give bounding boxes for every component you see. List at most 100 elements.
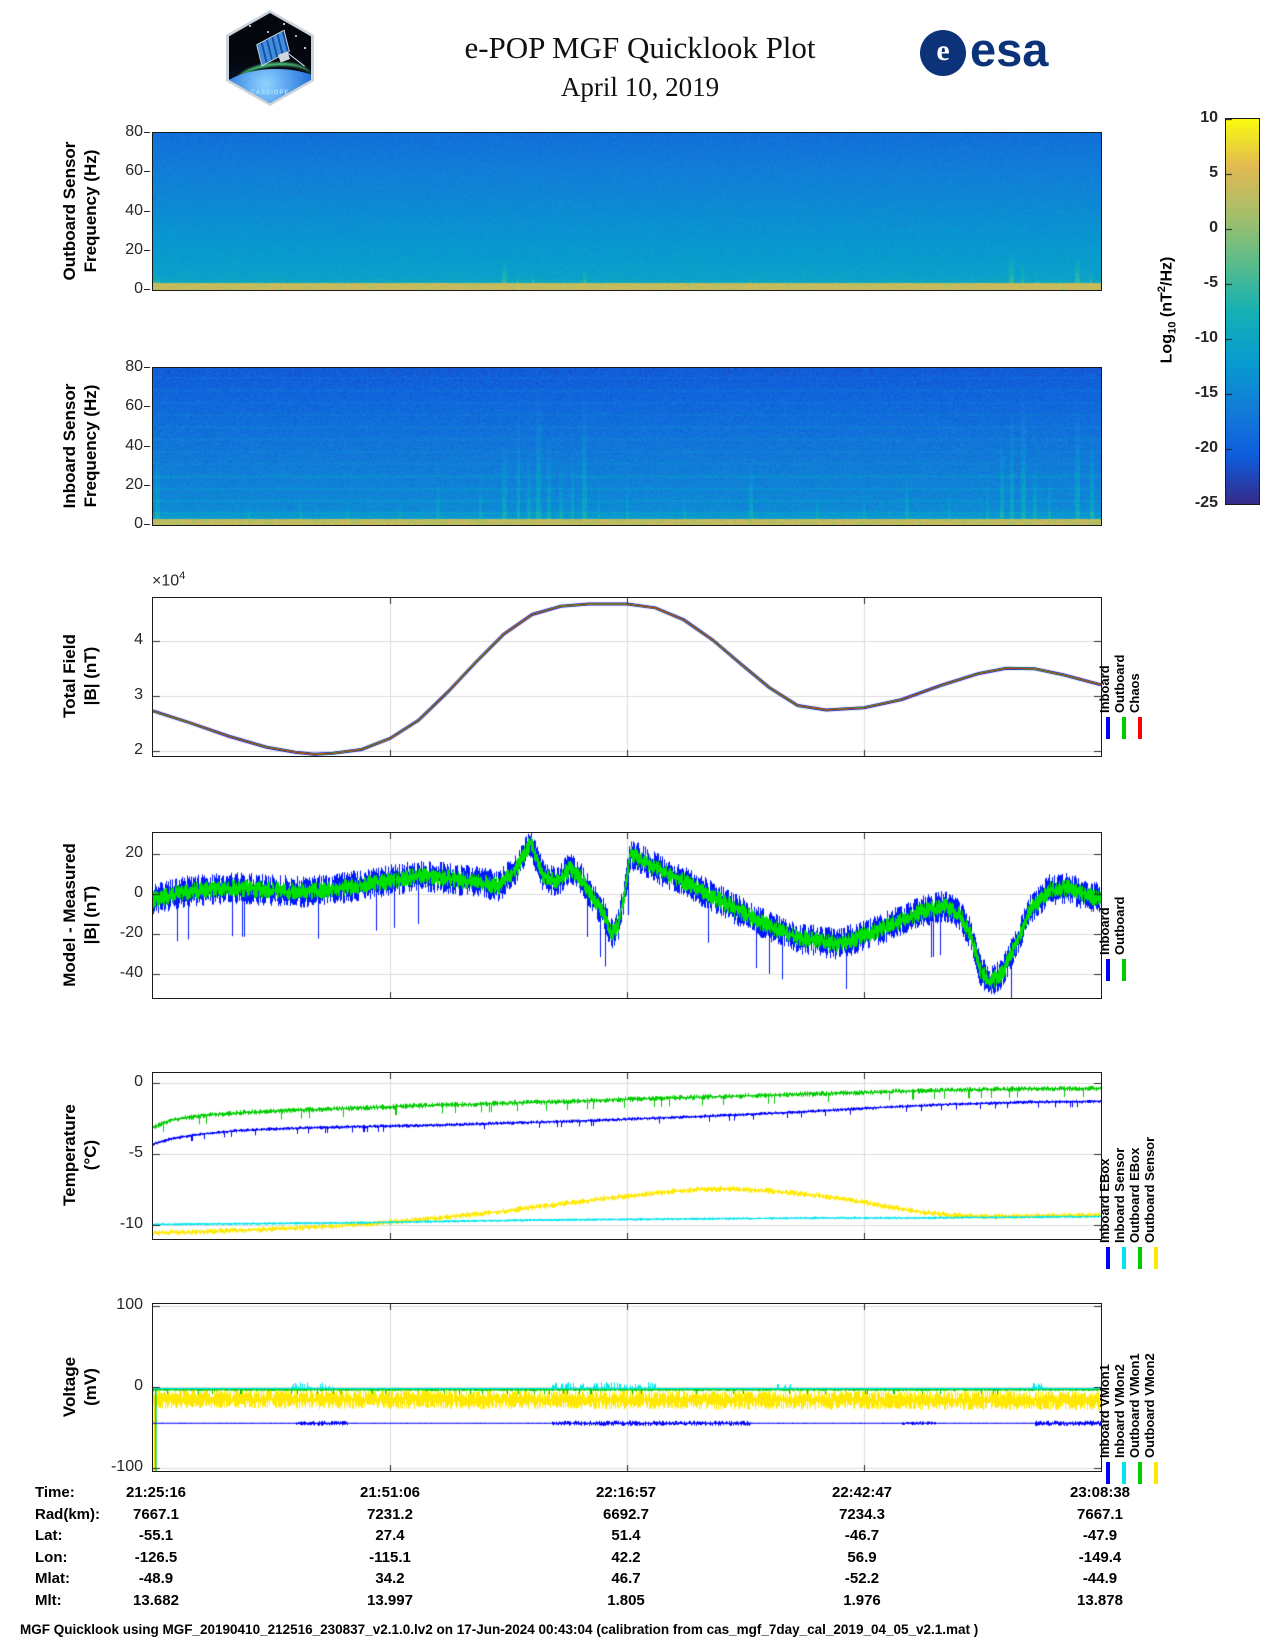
table-cell: 22:16:57 — [595, 1484, 657, 1501]
table-cell: -47.9 — [1082, 1527, 1118, 1544]
panel-model-minus-measured — [152, 832, 1102, 999]
y-tick-label: 3 — [134, 685, 143, 703]
table-cell: 7667.1 — [133, 1505, 179, 1523]
legend-marker — [1106, 1247, 1110, 1269]
table-cell: 21:25:16 — [125, 1484, 187, 1501]
legend-label: Inboard VMon1 — [1097, 1364, 1112, 1458]
y-tick-label: 0 — [134, 515, 143, 532]
legend-label: Inboard Sensor — [1112, 1147, 1127, 1243]
legend-label: Outboard — [1112, 896, 1127, 956]
table-cell: 22:42:47 — [831, 1484, 893, 1501]
table-cell: 42.2 — [611, 1548, 641, 1566]
table-cell: -115.1 — [369, 1548, 411, 1566]
table-cell: 13.878 — [1077, 1591, 1123, 1609]
legend-label: Inboard — [1097, 665, 1112, 713]
table-row-label: Rad(km): — [35, 1505, 101, 1523]
y-tick-label: 4 — [134, 630, 143, 648]
colorbar-tick-label: -15 — [1194, 384, 1218, 401]
page-title: e-POP MGF Quicklook Plot — [464, 30, 816, 65]
legend-marker — [1154, 1462, 1158, 1484]
outboard-spectrogram-canvas — [153, 133, 1101, 290]
colorbar-label: Log10 (nT2/Hz) — [1156, 256, 1179, 364]
y-tick-label: -100 — [110, 1457, 143, 1475]
table-cell: -46.7 — [844, 1527, 880, 1544]
table-cell: 7231.2 — [367, 1505, 413, 1523]
table-cell: 27.4 — [375, 1527, 405, 1544]
y-tick-label: -5 — [128, 1144, 143, 1161]
panel-total-field — [152, 597, 1102, 757]
patch-artwork: CASSIOPE — [229, 13, 311, 103]
panel-voltage — [152, 1303, 1102, 1472]
y-tick-label: 0 — [134, 1376, 143, 1394]
legend-marker — [1106, 1462, 1110, 1484]
legend-label: Chaos — [1127, 673, 1142, 713]
temperature-canvas — [153, 1073, 1101, 1239]
y-tick-label: 2 — [134, 740, 143, 758]
table-cell: 21:51:06 — [359, 1484, 421, 1501]
panel-outboard-spectrogram — [152, 132, 1102, 291]
esa-wordmark: esa — [970, 23, 1049, 76]
table-cell: 23:08:38 — [1069, 1484, 1131, 1501]
table-cell: 1.976 — [843, 1591, 881, 1609]
y-tick-label: -10 — [119, 1215, 143, 1233]
colorbar-tick-label: -25 — [1194, 494, 1218, 511]
table-row-label: Lon: — [35, 1548, 68, 1566]
y-tick-label: 40 — [125, 436, 143, 454]
table-cell: 1.805 — [607, 1591, 645, 1609]
y-tick-label: 100 — [116, 1296, 143, 1314]
y-tick-label: 0 — [134, 884, 143, 901]
y-tick-mark — [144, 406, 150, 407]
colorbar-tick-label: -5 — [1203, 274, 1218, 291]
voltage-canvas — [153, 1304, 1101, 1471]
y-tick-mark — [144, 132, 150, 133]
table-cell: 7234.3 — [839, 1505, 885, 1523]
y-tick-label: 20 — [125, 844, 143, 861]
legend-marker — [1138, 1247, 1142, 1269]
esa-emblem-letter: e — [936, 34, 950, 67]
y-tick-mark — [144, 446, 150, 447]
y-tick-mark — [144, 289, 150, 290]
legend-marker — [1106, 959, 1110, 981]
colorbar-tick-label: 5 — [1209, 164, 1218, 181]
esa-emblem-icon: e — [920, 30, 966, 76]
legend-marker — [1122, 959, 1126, 981]
table-row-label: Time: — [35, 1484, 75, 1501]
table-cell: 13.997 — [367, 1591, 413, 1609]
y-tick-label: 20 — [125, 475, 143, 493]
legend-marker — [1122, 1462, 1126, 1484]
table-cell: 6692.7 — [603, 1505, 649, 1523]
patch-earth — [229, 69, 311, 103]
y-tick-mark — [144, 171, 150, 172]
inboard-spectrogram-canvas — [153, 368, 1101, 525]
y-tick-label: -40 — [119, 964, 143, 981]
legend-marker — [1106, 717, 1110, 739]
legend-label: Outboard EBox — [1127, 1147, 1142, 1243]
table-cell: 56.9 — [847, 1548, 877, 1566]
y-tick-label: 40 — [125, 201, 143, 219]
y-tick-label: 20 — [125, 240, 143, 258]
legend-marker — [1138, 1462, 1142, 1484]
y-tick-label: 0 — [134, 280, 143, 297]
y-tick-label: 0 — [134, 1072, 143, 1090]
legend-marker — [1138, 717, 1142, 739]
table-cell: -149.4 — [1078, 1548, 1122, 1566]
page-date: April 10, 2019 — [560, 72, 720, 102]
legend-marker — [1122, 1247, 1126, 1269]
footer-note: MGF Quicklook using MGF_20190410_212516_… — [20, 1622, 979, 1637]
y-tick-mark — [144, 367, 150, 368]
patch-stars — [249, 25, 251, 27]
table-row-label: Mlt: — [35, 1591, 62, 1609]
legend-label: Inboard EBox — [1097, 1158, 1112, 1243]
legend-label: Inboard — [1097, 907, 1112, 955]
y-tick-label: 80 — [125, 358, 143, 375]
cassiope-mission-patch-icon: CASSIOPE — [226, 10, 314, 106]
y-tick-mark — [144, 524, 150, 525]
table-cell: -55.1 — [138, 1527, 174, 1544]
y-tick-label: 60 — [125, 162, 143, 180]
y-tick-mark — [144, 485, 150, 486]
table-cell: 7667.1 — [1077, 1505, 1123, 1523]
colorbar-tick-label: 10 — [1200, 109, 1218, 126]
table-cell: -52.2 — [844, 1570, 880, 1587]
legend-label: Inboard VMon2 — [1112, 1364, 1127, 1458]
y-tick-mark — [144, 250, 150, 251]
